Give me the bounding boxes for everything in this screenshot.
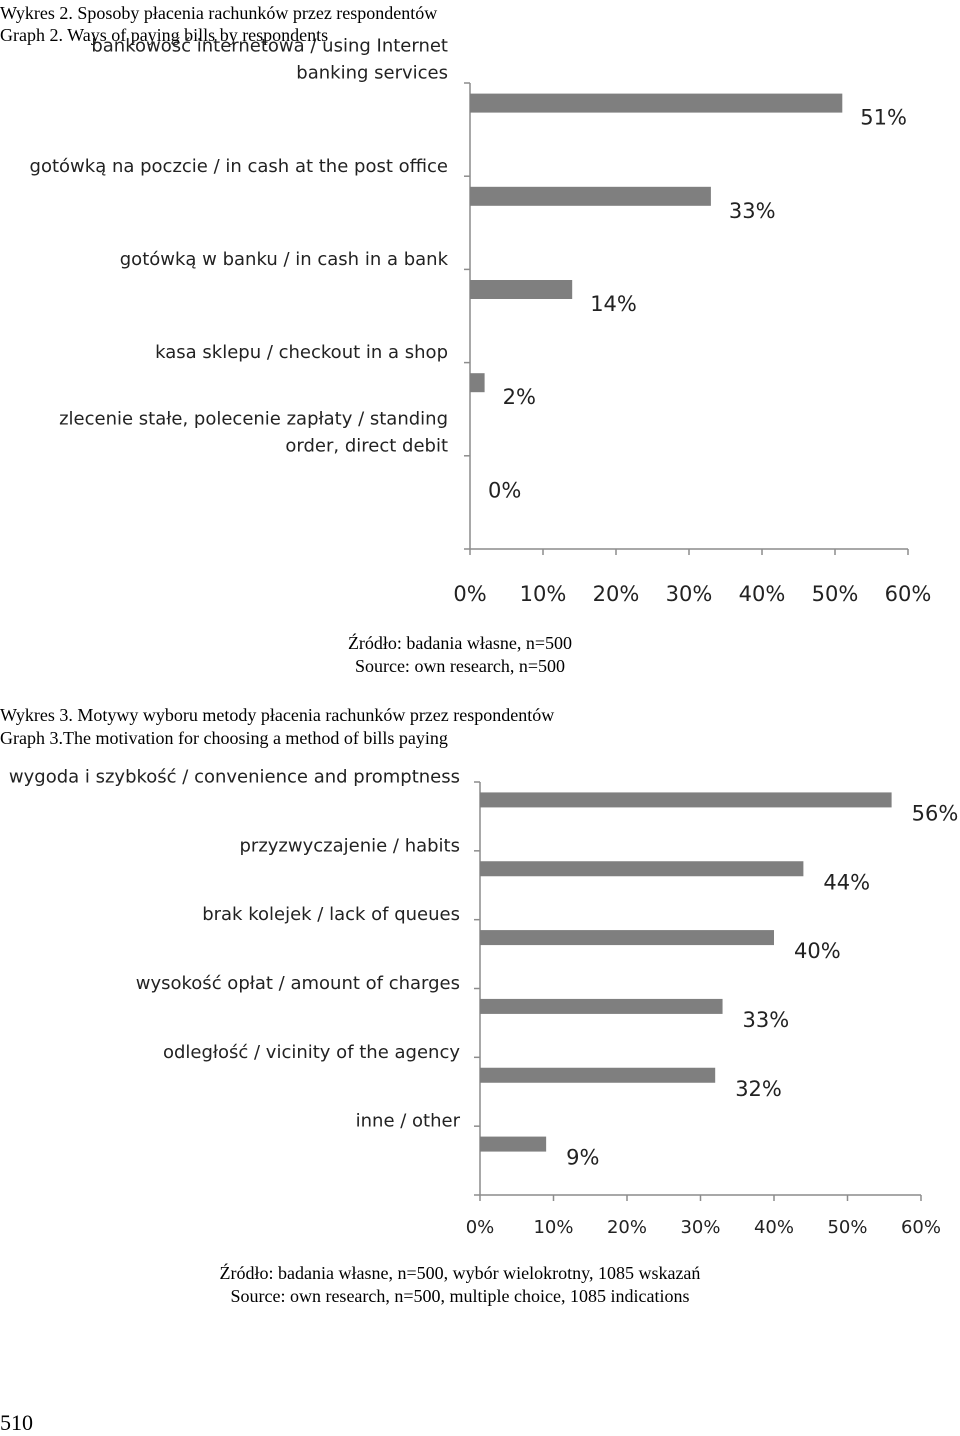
- bar: [480, 861, 804, 877]
- category-label: bankowość internetowa / using Internet: [91, 36, 448, 57]
- x-tick-label: 40%: [739, 582, 786, 606]
- x-tick-label: 30%: [680, 1217, 720, 1238]
- x-tick-label: 50%: [827, 1217, 867, 1238]
- category-label: wysokość opłat / amount of charges: [136, 973, 460, 994]
- bar: [470, 93, 843, 113]
- category-label: odległość / vicinity of the agency: [163, 1042, 460, 1063]
- bar: [470, 373, 485, 393]
- data-label: 40%: [794, 939, 841, 963]
- x-tick-label: 10%: [520, 582, 567, 606]
- chart1-source-en: Source: own research, n=500: [354, 656, 566, 676]
- data-label: 33%: [743, 1008, 790, 1032]
- data-label: 14%: [590, 292, 637, 316]
- chart1-source-pl: Źródło: badania własne, n=500: [347, 633, 573, 653]
- category-label: kasa sklepu / checkout in a shop: [155, 342, 448, 363]
- chart1-caption-en: Graph 2. Ways of paying bills by respond…: [0, 25, 329, 45]
- x-tick-label: 60%: [901, 1217, 941, 1238]
- chart2-source-en: Source: own research, n=500, multiple ch…: [230, 1286, 690, 1306]
- bar: [480, 1067, 716, 1083]
- chart-motivation: 0% 10% 20% 30% 40% 50% 60% 56% wygoda i szybkość…: [9, 766, 959, 1238]
- chart-ways-of-paying: 0% 10% 20% 30% 40% 50% 60% 51% bankowość interne…: [30, 36, 932, 606]
- category-label: przyzwyczajenie / habits: [240, 835, 461, 856]
- bar: [480, 998, 723, 1014]
- chart2-source-pl: Źródło: badania własne, n=500, wybór wie…: [219, 1263, 701, 1283]
- category-label: inne / other: [356, 1111, 461, 1132]
- category-label: zlecenie stałe, polecenie zapłaty / stan…: [59, 408, 448, 429]
- data-label: 44%: [823, 870, 870, 894]
- bar: [480, 792, 892, 808]
- bar: [480, 930, 774, 946]
- category-label: brak kolejek / lack of queues: [202, 904, 460, 925]
- x-tick-label: 60%: [885, 582, 932, 606]
- x-tick-label: 30%: [666, 582, 713, 606]
- data-label: 51%: [860, 106, 907, 130]
- data-label: 0%: [488, 478, 521, 502]
- chart2-caption-pl: Wykres 3. Motywy wyboru metody płacenia …: [0, 705, 555, 725]
- x-tick-label: 20%: [593, 582, 640, 606]
- x-tick-label: 0%: [453, 582, 486, 606]
- category-label: gotówką w banku / in cash in a bank: [120, 249, 449, 270]
- category-label: gotówką na poczcie / in cash at the post…: [30, 156, 448, 177]
- x-tick-label: 20%: [607, 1217, 647, 1238]
- category-label: banking services: [296, 63, 448, 84]
- bar: [470, 280, 573, 299]
- chart2-caption-en: Graph 3.The motivation for choosing a me…: [0, 728, 448, 748]
- chart1-caption-pl: Wykres 2. Sposoby płacenia rachunków prz…: [0, 3, 438, 23]
- x-tick-label: 0%: [466, 1217, 495, 1238]
- page-number: 510: [0, 1410, 33, 1435]
- x-tick-label: 10%: [533, 1217, 573, 1238]
- category-label: wygoda i szybkość / convenience and prom…: [9, 766, 460, 787]
- data-label: 32%: [735, 1077, 782, 1101]
- data-label: 9%: [566, 1146, 599, 1170]
- data-label: 2%: [503, 385, 536, 409]
- data-label: 56%: [912, 801, 959, 825]
- category-label: order, direct debit: [285, 435, 448, 456]
- x-tick-label: 40%: [754, 1217, 794, 1238]
- x-tick-label: 50%: [812, 582, 859, 606]
- bar: [470, 186, 711, 206]
- data-label: 33%: [729, 199, 776, 223]
- bar: [480, 1136, 547, 1152]
